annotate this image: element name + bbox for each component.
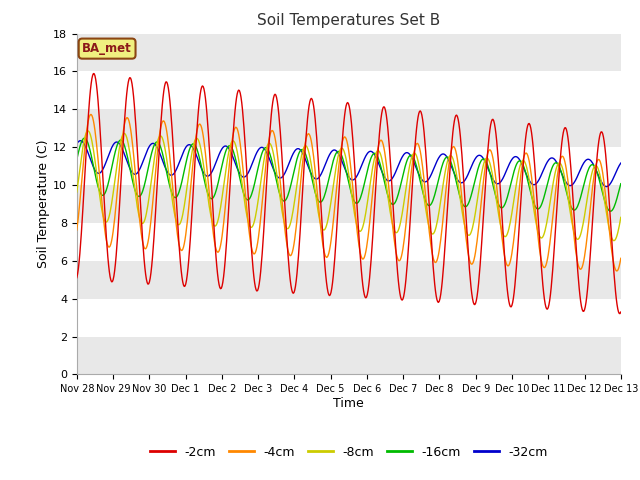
Legend: -2cm, -4cm, -8cm, -16cm, -32cm: -2cm, -4cm, -8cm, -16cm, -32cm [145,441,553,464]
Text: BA_met: BA_met [82,42,132,55]
Bar [77,299,621,336]
Y-axis label: Soil Temperature (C): Soil Temperature (C) [37,140,50,268]
Bar [77,72,621,109]
Bar [77,147,621,185]
Bar [77,261,621,299]
Bar [77,109,621,147]
Bar [77,34,621,72]
Bar [77,223,621,261]
Bar [77,336,621,374]
Title: Soil Temperatures Set B: Soil Temperatures Set B [257,13,440,28]
X-axis label: Time: Time [333,397,364,410]
Bar [77,185,621,223]
